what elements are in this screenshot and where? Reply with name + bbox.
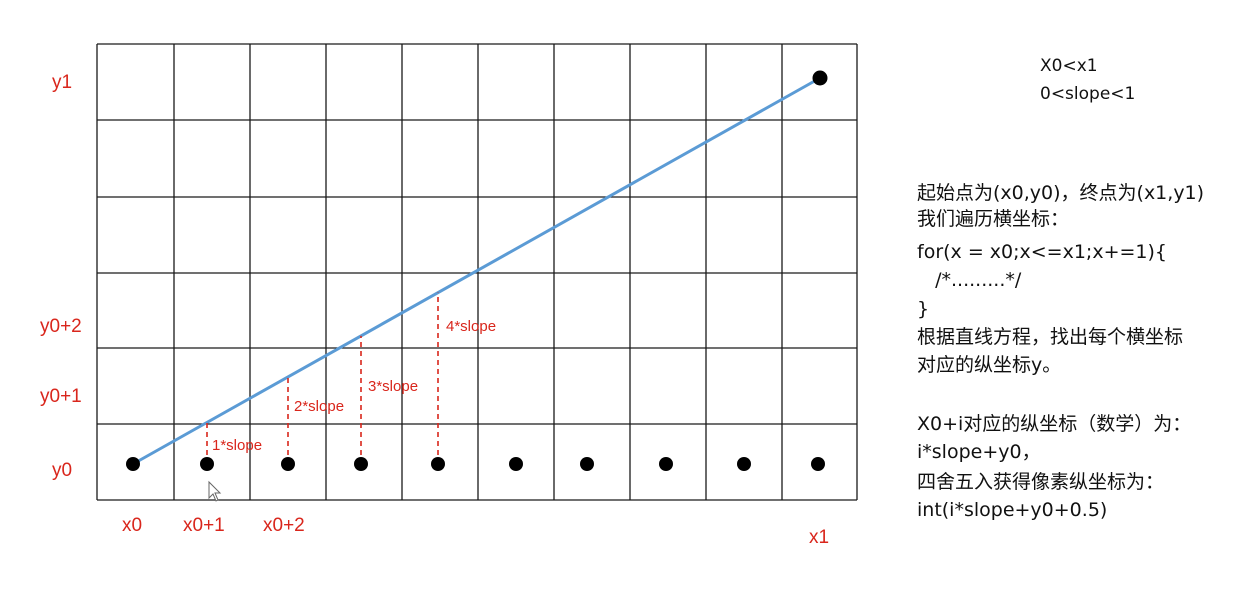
code-line: } [917, 298, 930, 320]
ideal-line [131, 76, 822, 466]
pixel-dot [281, 457, 295, 471]
slope-label-3: 3*slope [368, 378, 418, 395]
pixel-dot [431, 457, 445, 471]
pixel-dot [659, 457, 673, 471]
note-line: 四舍五入获得像素纵坐标为： [917, 471, 1165, 493]
x0-plus-2-label: x0+2 [263, 515, 305, 536]
note-line: i*slope+y0， [917, 441, 1041, 463]
slope-offsets [206, 292, 439, 464]
note-line: int(i*slope+y0+0.5) [917, 499, 1108, 521]
pixel-dot [811, 457, 825, 471]
note-line: X0+i对应的纵坐标（数学）为： [917, 413, 1192, 435]
pixel-dot [354, 457, 368, 471]
note-line: 根据直线方程，找出每个横坐标 [917, 326, 1184, 348]
x0-label: x0 [122, 515, 142, 536]
condition-line: X0<x1 [1040, 56, 1098, 76]
slope-label-4: 4*slope [446, 318, 496, 335]
code-line: for(x = x0;x<=x1;x+=1){ [917, 241, 1168, 263]
y0-plus-2-label: y0+2 [40, 316, 82, 337]
code-line: /*.........*/ [917, 269, 1022, 291]
note-line: 起始点为(x0,y0)，终点为(x1,y1) [917, 182, 1205, 204]
note-line: 对应的纵坐标y。 [917, 354, 1062, 376]
slope-label-2: 2*slope [294, 398, 344, 415]
y0-plus-1-label: y0+1 [40, 386, 82, 407]
x1-label: x1 [809, 527, 829, 548]
pixel-dot [580, 457, 594, 471]
x0-plus-1-label: x0+1 [183, 515, 225, 536]
pixel-grid [96, 43, 858, 501]
mouse-cursor-icon [208, 480, 222, 502]
slope-label-1: 1*slope [212, 437, 262, 454]
pixel-dot [126, 457, 140, 471]
y0-label: y0 [52, 460, 72, 481]
pixel-dots [126, 70, 828, 471]
y1-label: y1 [52, 72, 72, 93]
pixel-dot [200, 457, 214, 471]
line-rasterization-diagram: y1 y0+2 y0+1 y0 x0 x0+1 x0+2 x1 1*slope … [40, 43, 858, 548]
pixel-dot [737, 457, 751, 471]
pixel-dot [509, 457, 523, 471]
end-point-dot [812, 70, 828, 86]
condition-line: 0<slope<1 [1040, 84, 1136, 104]
note-line: 我们遍历横坐标： [917, 208, 1070, 230]
